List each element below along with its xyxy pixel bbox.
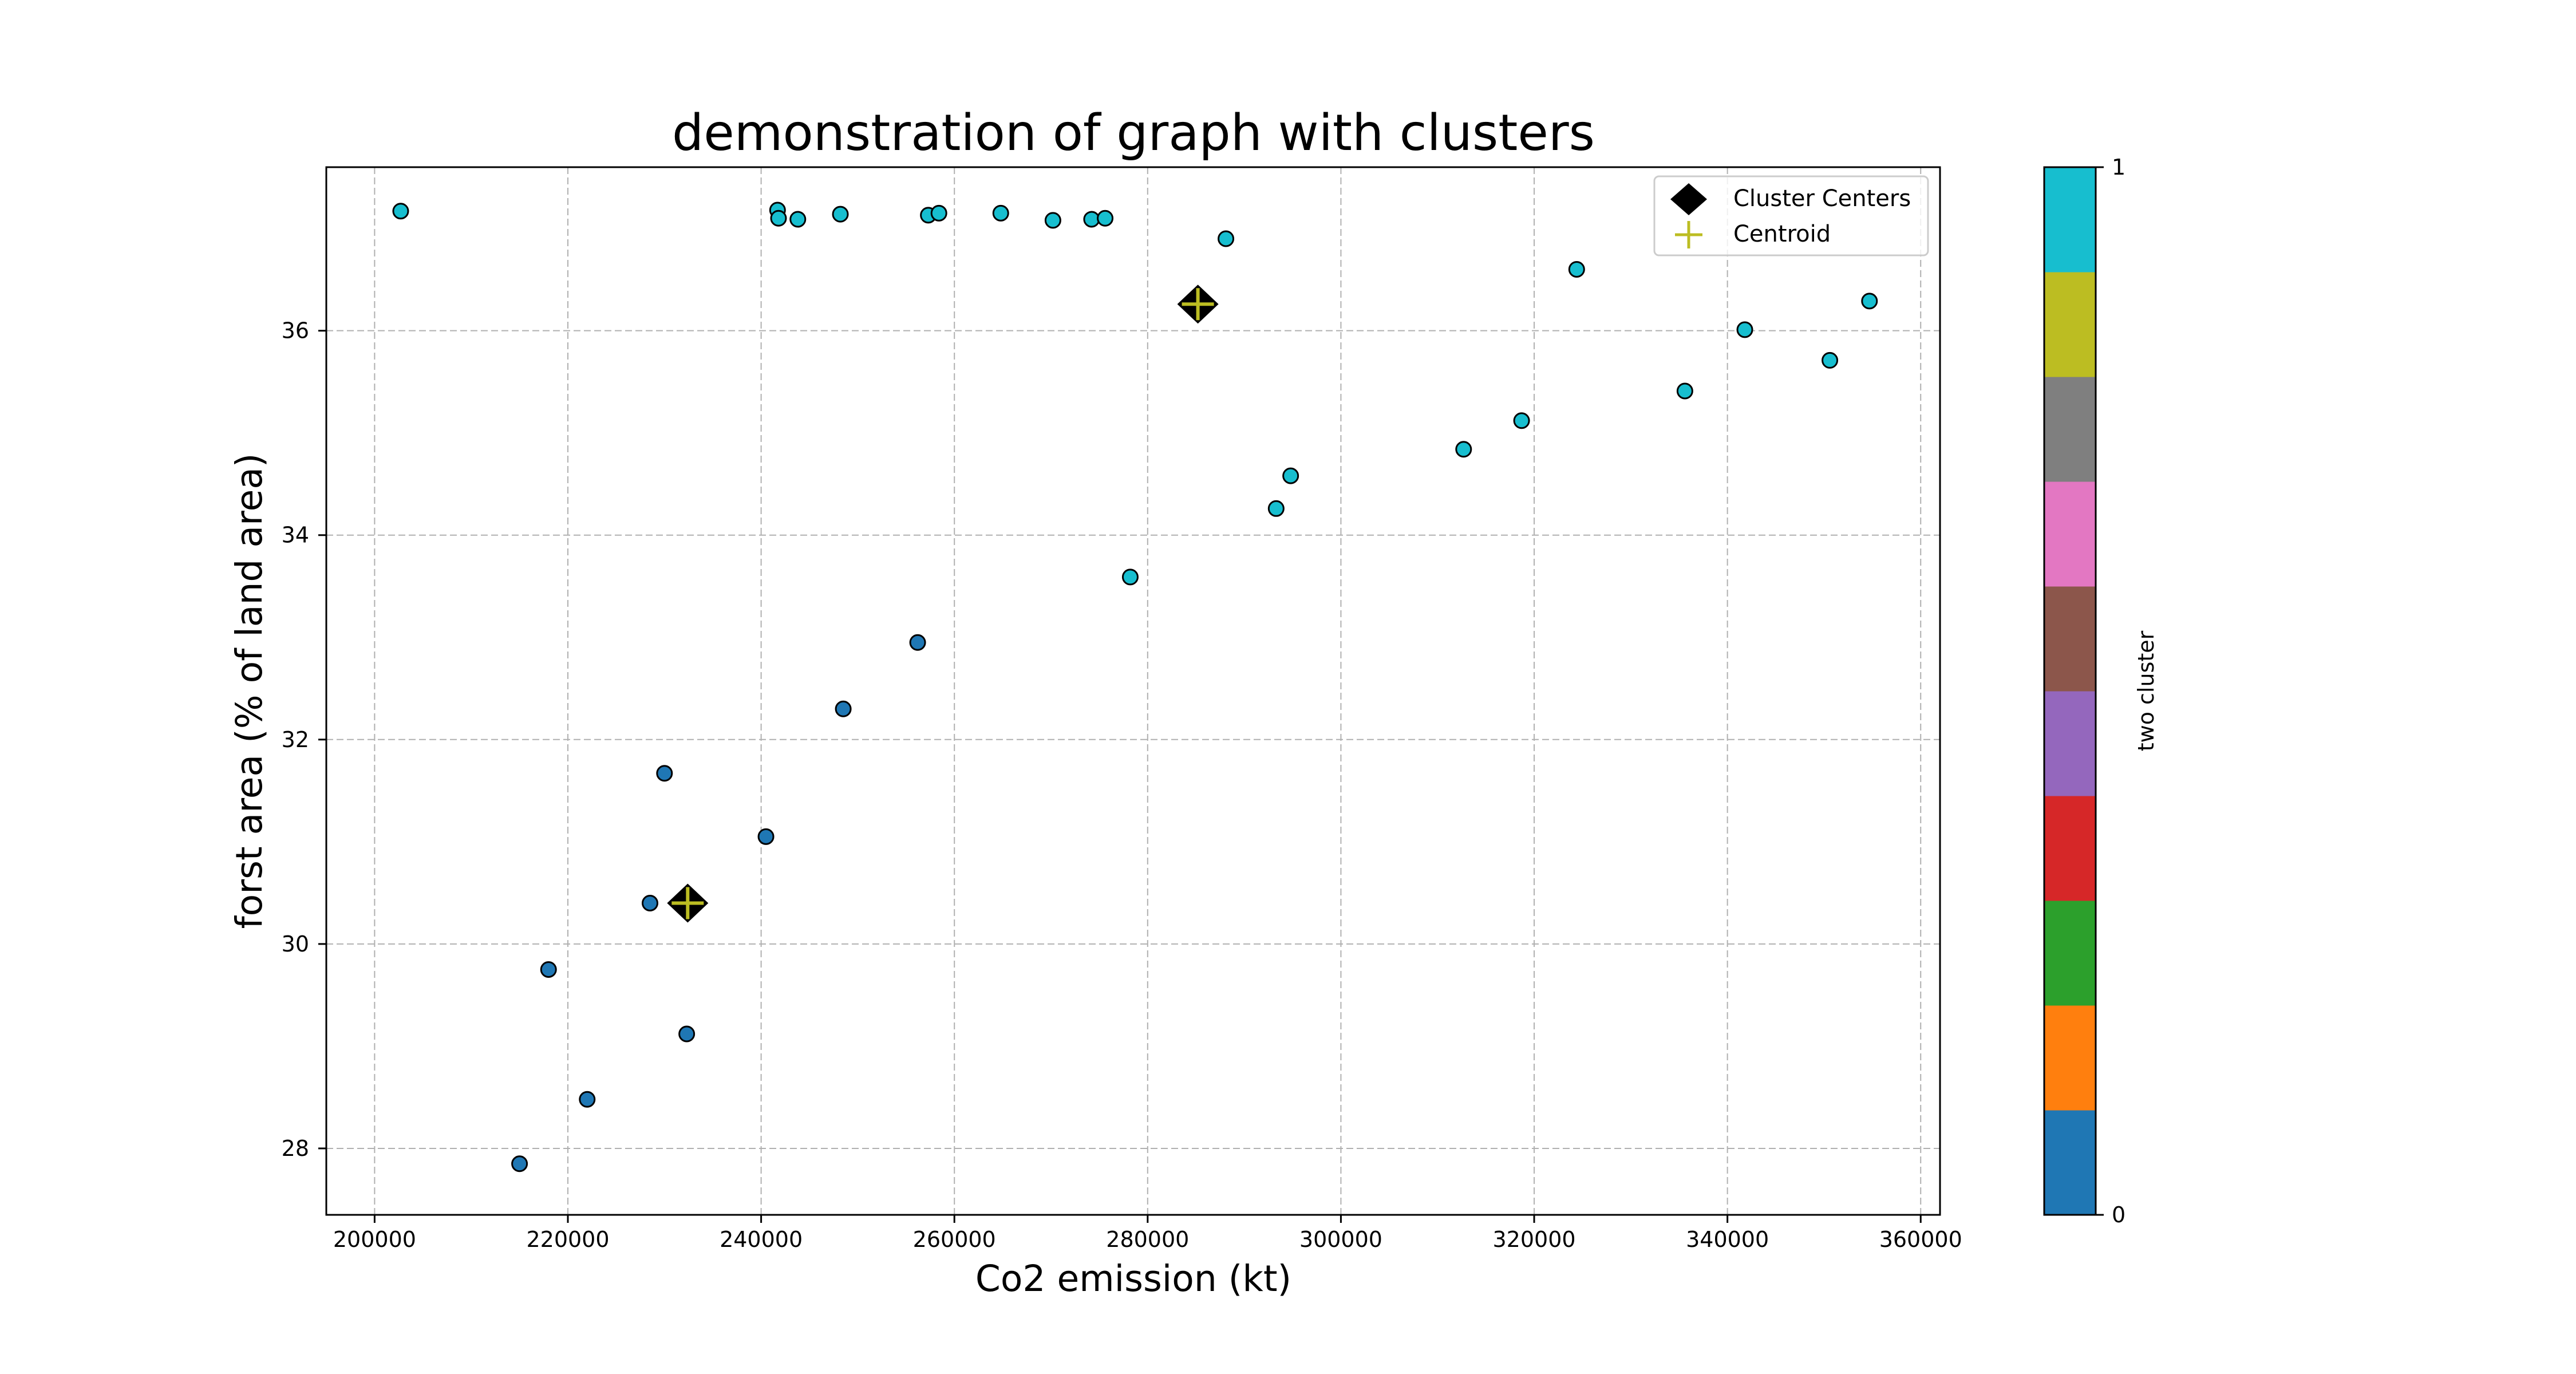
cluster-1-point — [1568, 261, 1585, 278]
colorbar-segment — [2044, 167, 2096, 273]
legend-label-cluster-centers: Cluster Centers — [1733, 185, 1911, 212]
colorbar-segment — [2044, 796, 2096, 901]
colorbar-tick-label: 0 — [2112, 1202, 2125, 1227]
chart-title: demonstration of graph with clusters — [672, 104, 1595, 162]
centroid-marker — [671, 887, 704, 919]
cluster-1-point — [392, 203, 409, 220]
y-tick-label: 34 — [282, 523, 309, 548]
x-tick-label: 240000 — [720, 1227, 803, 1252]
y-tick-label: 32 — [282, 727, 309, 752]
x-tick-label: 300000 — [1299, 1227, 1382, 1252]
cluster-0-point — [835, 700, 852, 717]
x-tick-label: 340000 — [1686, 1227, 1769, 1252]
x-tick-label: 220000 — [526, 1227, 609, 1252]
axis-ticks: 200000 220000 240000 260000 280000 300000 3200… — [282, 318, 1962, 1252]
colorbar-segment — [2044, 901, 2096, 1006]
cluster-1-point — [930, 204, 947, 222]
cluster-1-point — [832, 206, 849, 223]
cluster-0-point — [757, 828, 775, 845]
colorbar-frame — [2043, 166, 2097, 1216]
cluster-1-point — [1121, 568, 1139, 586]
cluster-1-point — [1861, 293, 1878, 310]
cluster-1-point — [1083, 211, 1100, 228]
cluster-0-point — [579, 1091, 596, 1108]
colorbar-segment — [2044, 691, 2096, 796]
cluster-0-point — [656, 765, 673, 782]
colorbar — [2044, 167, 2096, 1215]
centroid-marker — [1182, 288, 1214, 321]
colorbar-segment — [2044, 1110, 2096, 1215]
cluster-0-point — [909, 634, 926, 651]
cluster-1-point — [1676, 382, 1693, 400]
cluster-1-point — [1267, 500, 1285, 517]
y-tick-label: 36 — [282, 318, 309, 344]
cluster-0-point — [641, 894, 658, 911]
cluster-1-point — [1822, 352, 1839, 369]
x-axis-label: Co2 emission (kt) — [975, 1258, 1291, 1300]
cluster-1-point — [1097, 210, 1114, 227]
y-tick-label: 28 — [282, 1136, 309, 1161]
cluster-1-point — [1455, 441, 1472, 458]
cluster-1-point — [770, 210, 787, 227]
cluster-1-point — [1513, 412, 1530, 429]
y-axis-label: forst area (% of land area) — [228, 453, 270, 929]
legend-plus-icon — [1675, 221, 1702, 248]
colorbar-segment — [2044, 272, 2096, 377]
cluster-0-point — [540, 961, 557, 978]
colorbar-tick-label: 1 — [2112, 155, 2125, 180]
colorbar-segment — [2044, 377, 2096, 482]
colorbar-ticks: 01 — [2096, 155, 2125, 1227]
colorbar-segment — [2044, 586, 2096, 692]
colorbar-label: two cluster — [2134, 630, 2159, 751]
grid — [326, 167, 1940, 1215]
x-tick-label: 200000 — [333, 1227, 416, 1252]
plot-frame — [325, 166, 1941, 1216]
cluster-1-point — [1736, 321, 1753, 338]
cluster-1-point — [992, 204, 1009, 222]
cluster-0-point — [678, 1025, 696, 1043]
colorbar-segment — [2044, 481, 2096, 587]
cluster-markers — [667, 285, 1219, 923]
cluster-1-point — [1282, 467, 1299, 484]
cluster-1-point — [1218, 230, 1235, 247]
y-tick-label: 30 — [282, 931, 309, 957]
x-tick-label: 320000 — [1492, 1227, 1575, 1252]
legend: Cluster Centers Centroid — [1653, 175, 1929, 256]
data-points — [392, 202, 1878, 1172]
x-tick-label: 360000 — [1879, 1227, 1962, 1252]
legend-label-centroid: Centroid — [1733, 221, 1831, 247]
cluster-1-point — [1044, 212, 1061, 229]
x-tick-label: 260000 — [913, 1227, 996, 1252]
legend-diamond-icon — [1670, 183, 1707, 215]
x-tick-label: 280000 — [1106, 1227, 1189, 1252]
cluster-0-point — [511, 1155, 528, 1172]
cluster-1-point — [789, 211, 807, 228]
legend-box — [1653, 175, 1929, 256]
colorbar-segment — [2044, 1005, 2096, 1111]
